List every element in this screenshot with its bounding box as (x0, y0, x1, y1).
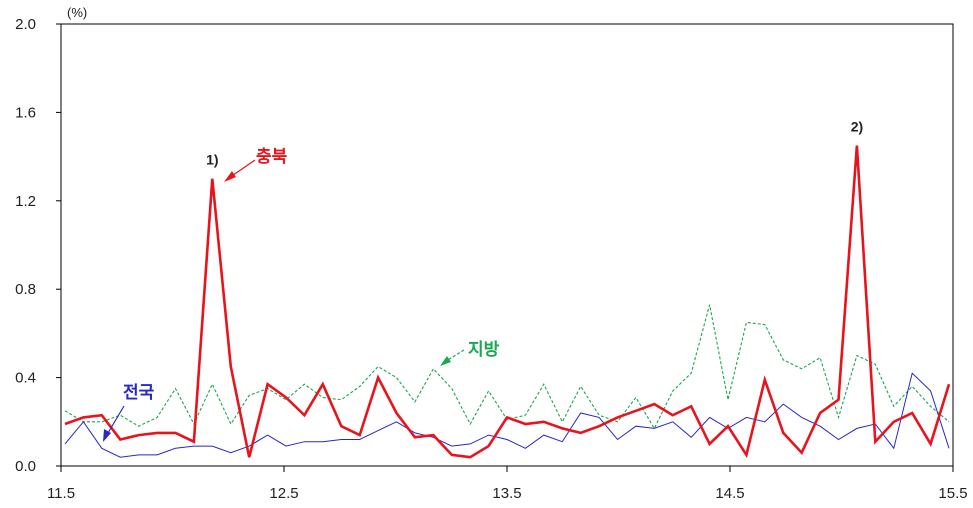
y-unit-label: (%) (67, 5, 87, 20)
series-label-jeonguk: 전국 (123, 383, 155, 403)
plot-area (60, 23, 954, 467)
arrow-head-jeonguk (103, 429, 111, 442)
x-tick-label: 13.5 (492, 485, 521, 502)
x-tick-label: 11.5 (47, 485, 75, 502)
label-jibang: 지방 (440, 340, 500, 366)
annotation-note: 2) (851, 119, 863, 135)
series-line-jeonguk (64, 372, 950, 458)
label-jeonguk: 전국 (103, 383, 155, 442)
x-tick-label: 14.5 (715, 485, 744, 502)
label-chungbuk: 충북 (224, 147, 288, 182)
arrow-head-jibang (440, 356, 451, 366)
series-label-jibang: 지방 (468, 340, 500, 360)
series-lines (64, 145, 951, 459)
annotation-note: 1) (206, 152, 218, 168)
y-axis: 0.0 0.4 0.8 1.2 1.6 2.0 (15, 16, 61, 475)
y-tick-label: 2.0 (15, 16, 36, 33)
x-tick-label: 15.5 (938, 485, 967, 502)
series-label-chungbuk: 충북 (256, 147, 288, 167)
y-tick-label: 0.4 (15, 370, 36, 387)
x-tick-label: 12.5 (269, 485, 298, 502)
y-tick-label: 1.2 (15, 193, 36, 210)
y-tick-label: 1.6 (15, 104, 36, 121)
arrow-head-chungbuk (224, 171, 236, 182)
x-axis: 11.5 12.5 13.5 14.5 15.5 (47, 466, 968, 502)
y-tick-label: 0.0 (15, 458, 36, 475)
annotations: 1) 2) (206, 119, 863, 168)
series-line-chungbuk (64, 145, 951, 459)
y-tick-label: 0.8 (15, 281, 36, 298)
